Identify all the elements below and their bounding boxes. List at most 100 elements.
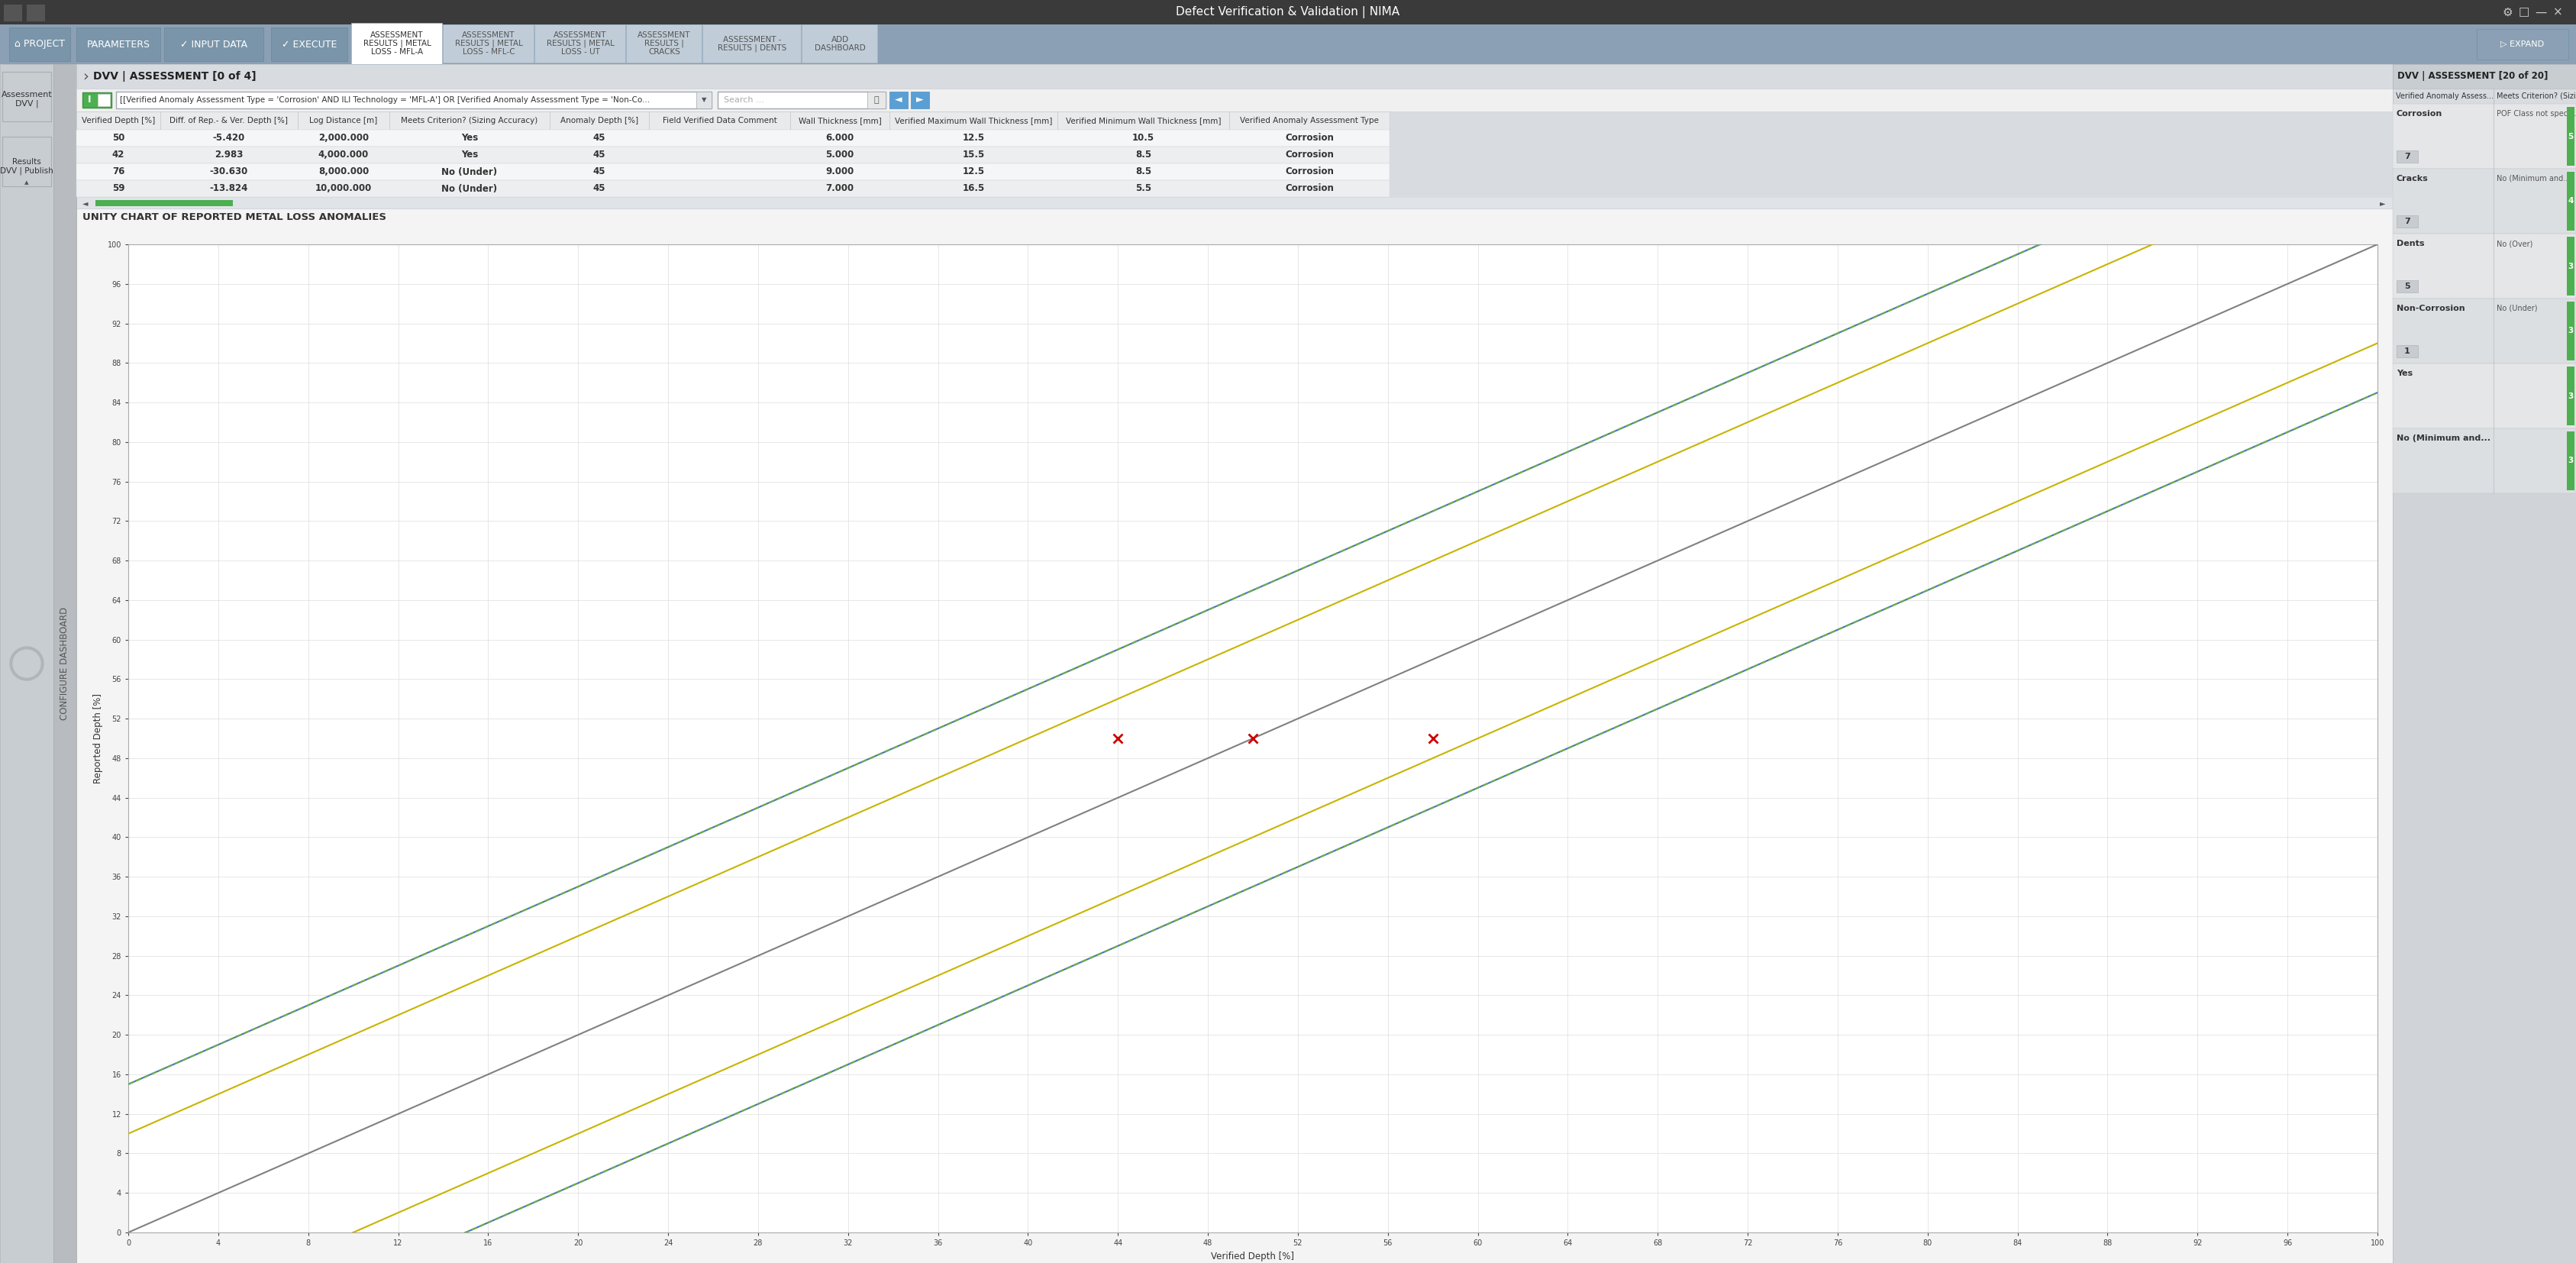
Bar — [2393, 64, 2576, 1263]
Bar — [77, 163, 1388, 181]
Y-axis label: Reported Depth [%]: Reported Depth [%] — [93, 693, 103, 783]
Text: 10.5: 10.5 — [1133, 134, 1154, 143]
Text: Meets Criterion? (Sizing Accuracy): Meets Criterion? (Sizing Accuracy) — [402, 117, 538, 125]
Bar — [98, 93, 111, 106]
Text: ►: ► — [2380, 200, 2385, 207]
Text: CRACKS: CRACKS — [649, 48, 680, 56]
Text: Corrosion: Corrosion — [1285, 134, 1334, 143]
Text: POF Class not specif...: POF Class not specif... — [2496, 110, 2576, 117]
Bar — [801, 24, 878, 63]
Bar — [165, 28, 263, 61]
Bar — [2393, 234, 2576, 298]
Text: ✓ EXECUTE: ✓ EXECUTE — [281, 39, 337, 49]
Text: 3: 3 — [2568, 392, 2573, 400]
Text: RESULTS | METAL: RESULTS | METAL — [363, 39, 430, 48]
Text: No (Under): No (Under) — [440, 183, 497, 193]
Text: -13.824: -13.824 — [209, 183, 247, 193]
Bar — [626, 24, 701, 63]
Text: +15% | GW/HAZ |: +15% | GW/HAZ | — [1332, 466, 1399, 474]
Text: 12.5: 12.5 — [963, 167, 984, 177]
Text: 76: 76 — [113, 167, 124, 177]
Text: [[Verified Anomaly Assessment Type = 'Corrosion' AND ILI Technology = 'MFL-A'] O: [[Verified Anomaly Assessment Type = 'Co… — [121, 96, 649, 104]
Text: ASSESSMENT -: ASSESSMENT - — [724, 35, 781, 43]
Bar — [116, 92, 711, 109]
Bar — [868, 92, 886, 109]
Text: ASSESSMENT: ASSESSMENT — [371, 32, 422, 39]
Text: 45: 45 — [592, 183, 605, 193]
Text: Gen.Pit,Circ.Groov./Slot.: Gen.Pit,Circ.Groov./Slot. — [1332, 346, 1419, 354]
Text: DVV |: DVV | — [15, 100, 39, 107]
Bar — [696, 92, 711, 109]
Text: ×: × — [2553, 6, 2563, 18]
Bar — [77, 111, 1388, 130]
Bar — [77, 147, 1388, 163]
Bar — [889, 92, 907, 109]
Text: ►: ► — [917, 95, 925, 105]
Text: -15% | GW/HAZ |: -15% | GW/HAZ | — [1332, 440, 1394, 447]
Text: 10,000.000: 10,000.000 — [314, 183, 371, 193]
Text: 5.5: 5.5 — [1136, 183, 1151, 193]
Bar — [2396, 345, 2419, 357]
Bar — [2566, 302, 2573, 360]
Text: CONFIGURE DASHBOARD: CONFIGURE DASHBOARD — [59, 608, 70, 720]
Bar — [77, 208, 2393, 1263]
Text: DVV | ASSESSMENT [20 of 20]: DVV | ASSESSMENT [20 of 20] — [2398, 72, 2548, 81]
Text: UNITY CHART OF REPORTED METAL LOSS ANOMALIES: UNITY CHART OF REPORTED METAL LOSS ANOMA… — [82, 212, 386, 222]
Bar — [2393, 298, 2576, 364]
Text: Yes: Yes — [461, 150, 479, 160]
Text: ASSESSMENT: ASSESSMENT — [461, 32, 515, 39]
Bar — [1298, 264, 1522, 280]
Bar — [77, 181, 1388, 197]
Bar — [1504, 418, 1520, 431]
Bar — [2393, 104, 2576, 169]
Text: Unity Chart of Reported Metal Loss Anomalies▶: Unity Chart of Reported Metal Loss Anoma… — [1301, 269, 1515, 277]
Text: Defect Verification & Validation | NIMA: Defect Verification & Validation | NIMA — [1177, 6, 1399, 19]
Text: —: — — [2535, 6, 2548, 18]
Text: ⌂ PROJECT: ⌂ PROJECT — [15, 39, 64, 49]
Text: 3: 3 — [2568, 263, 2573, 270]
Text: 45: 45 — [592, 134, 605, 143]
Text: Corrosion: Corrosion — [2396, 110, 2442, 117]
Text: ADD: ADD — [832, 35, 848, 43]
Text: Reported Anomalies -: Reported Anomalies - — [1332, 283, 1412, 290]
Text: 3: 3 — [2568, 457, 2573, 465]
Text: 42: 42 — [113, 150, 124, 160]
Text: ›: › — [82, 69, 88, 83]
Text: 👁: 👁 — [1510, 394, 1515, 402]
Text: 👁: 👁 — [1510, 342, 1515, 350]
Text: ⚙: ⚙ — [2501, 6, 2512, 18]
Text: Gen.Pit,Ax./Circ.Groov./: Gen.Pit,Ax./Circ.Groov./ — [1332, 472, 1419, 480]
Text: I: I — [88, 95, 90, 105]
Bar — [1504, 288, 1520, 301]
Bar — [77, 130, 1388, 147]
Bar — [2393, 428, 2576, 494]
Text: 6.000: 6.000 — [827, 134, 855, 143]
Text: 8.5: 8.5 — [1136, 150, 1151, 160]
Text: No (Under): No (Under) — [2496, 304, 2537, 312]
Text: ◄: ◄ — [894, 95, 902, 105]
Text: Slot.: Slot. — [1332, 453, 1350, 461]
Text: ✓ INPUT DATA: ✓ INPUT DATA — [180, 39, 247, 49]
Text: +15% | Pipe Body | Axial: +15% | Pipe Body | Axial — [1332, 417, 1425, 424]
Text: Field Verified Data Comment: Field Verified Data Comment — [662, 117, 778, 125]
Bar — [2396, 280, 2419, 293]
Text: Anomaly Depth [%]: Anomaly Depth [%] — [562, 117, 639, 125]
Text: Verified Depth [%]: Verified Depth [%] — [82, 117, 155, 125]
Bar — [0, 0, 2576, 24]
Text: ◄: ◄ — [82, 200, 88, 207]
Text: 👁: 👁 — [1510, 369, 1515, 376]
Text: 59: 59 — [111, 183, 124, 193]
Text: Corrosion and Non-: Corrosion and Non- — [1332, 290, 1404, 298]
Bar — [2393, 88, 2576, 104]
Bar — [719, 92, 886, 109]
Text: Log Distance [m]: Log Distance [m] — [309, 117, 379, 125]
Text: Corrosion: Corrosion — [1285, 183, 1334, 193]
Text: -5.420: -5.420 — [214, 134, 245, 143]
Circle shape — [13, 650, 41, 677]
Text: 50: 50 — [113, 134, 124, 143]
Text: 9.000: 9.000 — [827, 167, 855, 177]
Text: Search ...: Search ... — [724, 96, 765, 104]
Bar — [82, 92, 111, 107]
Bar — [10, 28, 70, 61]
Bar — [1504, 366, 1520, 379]
